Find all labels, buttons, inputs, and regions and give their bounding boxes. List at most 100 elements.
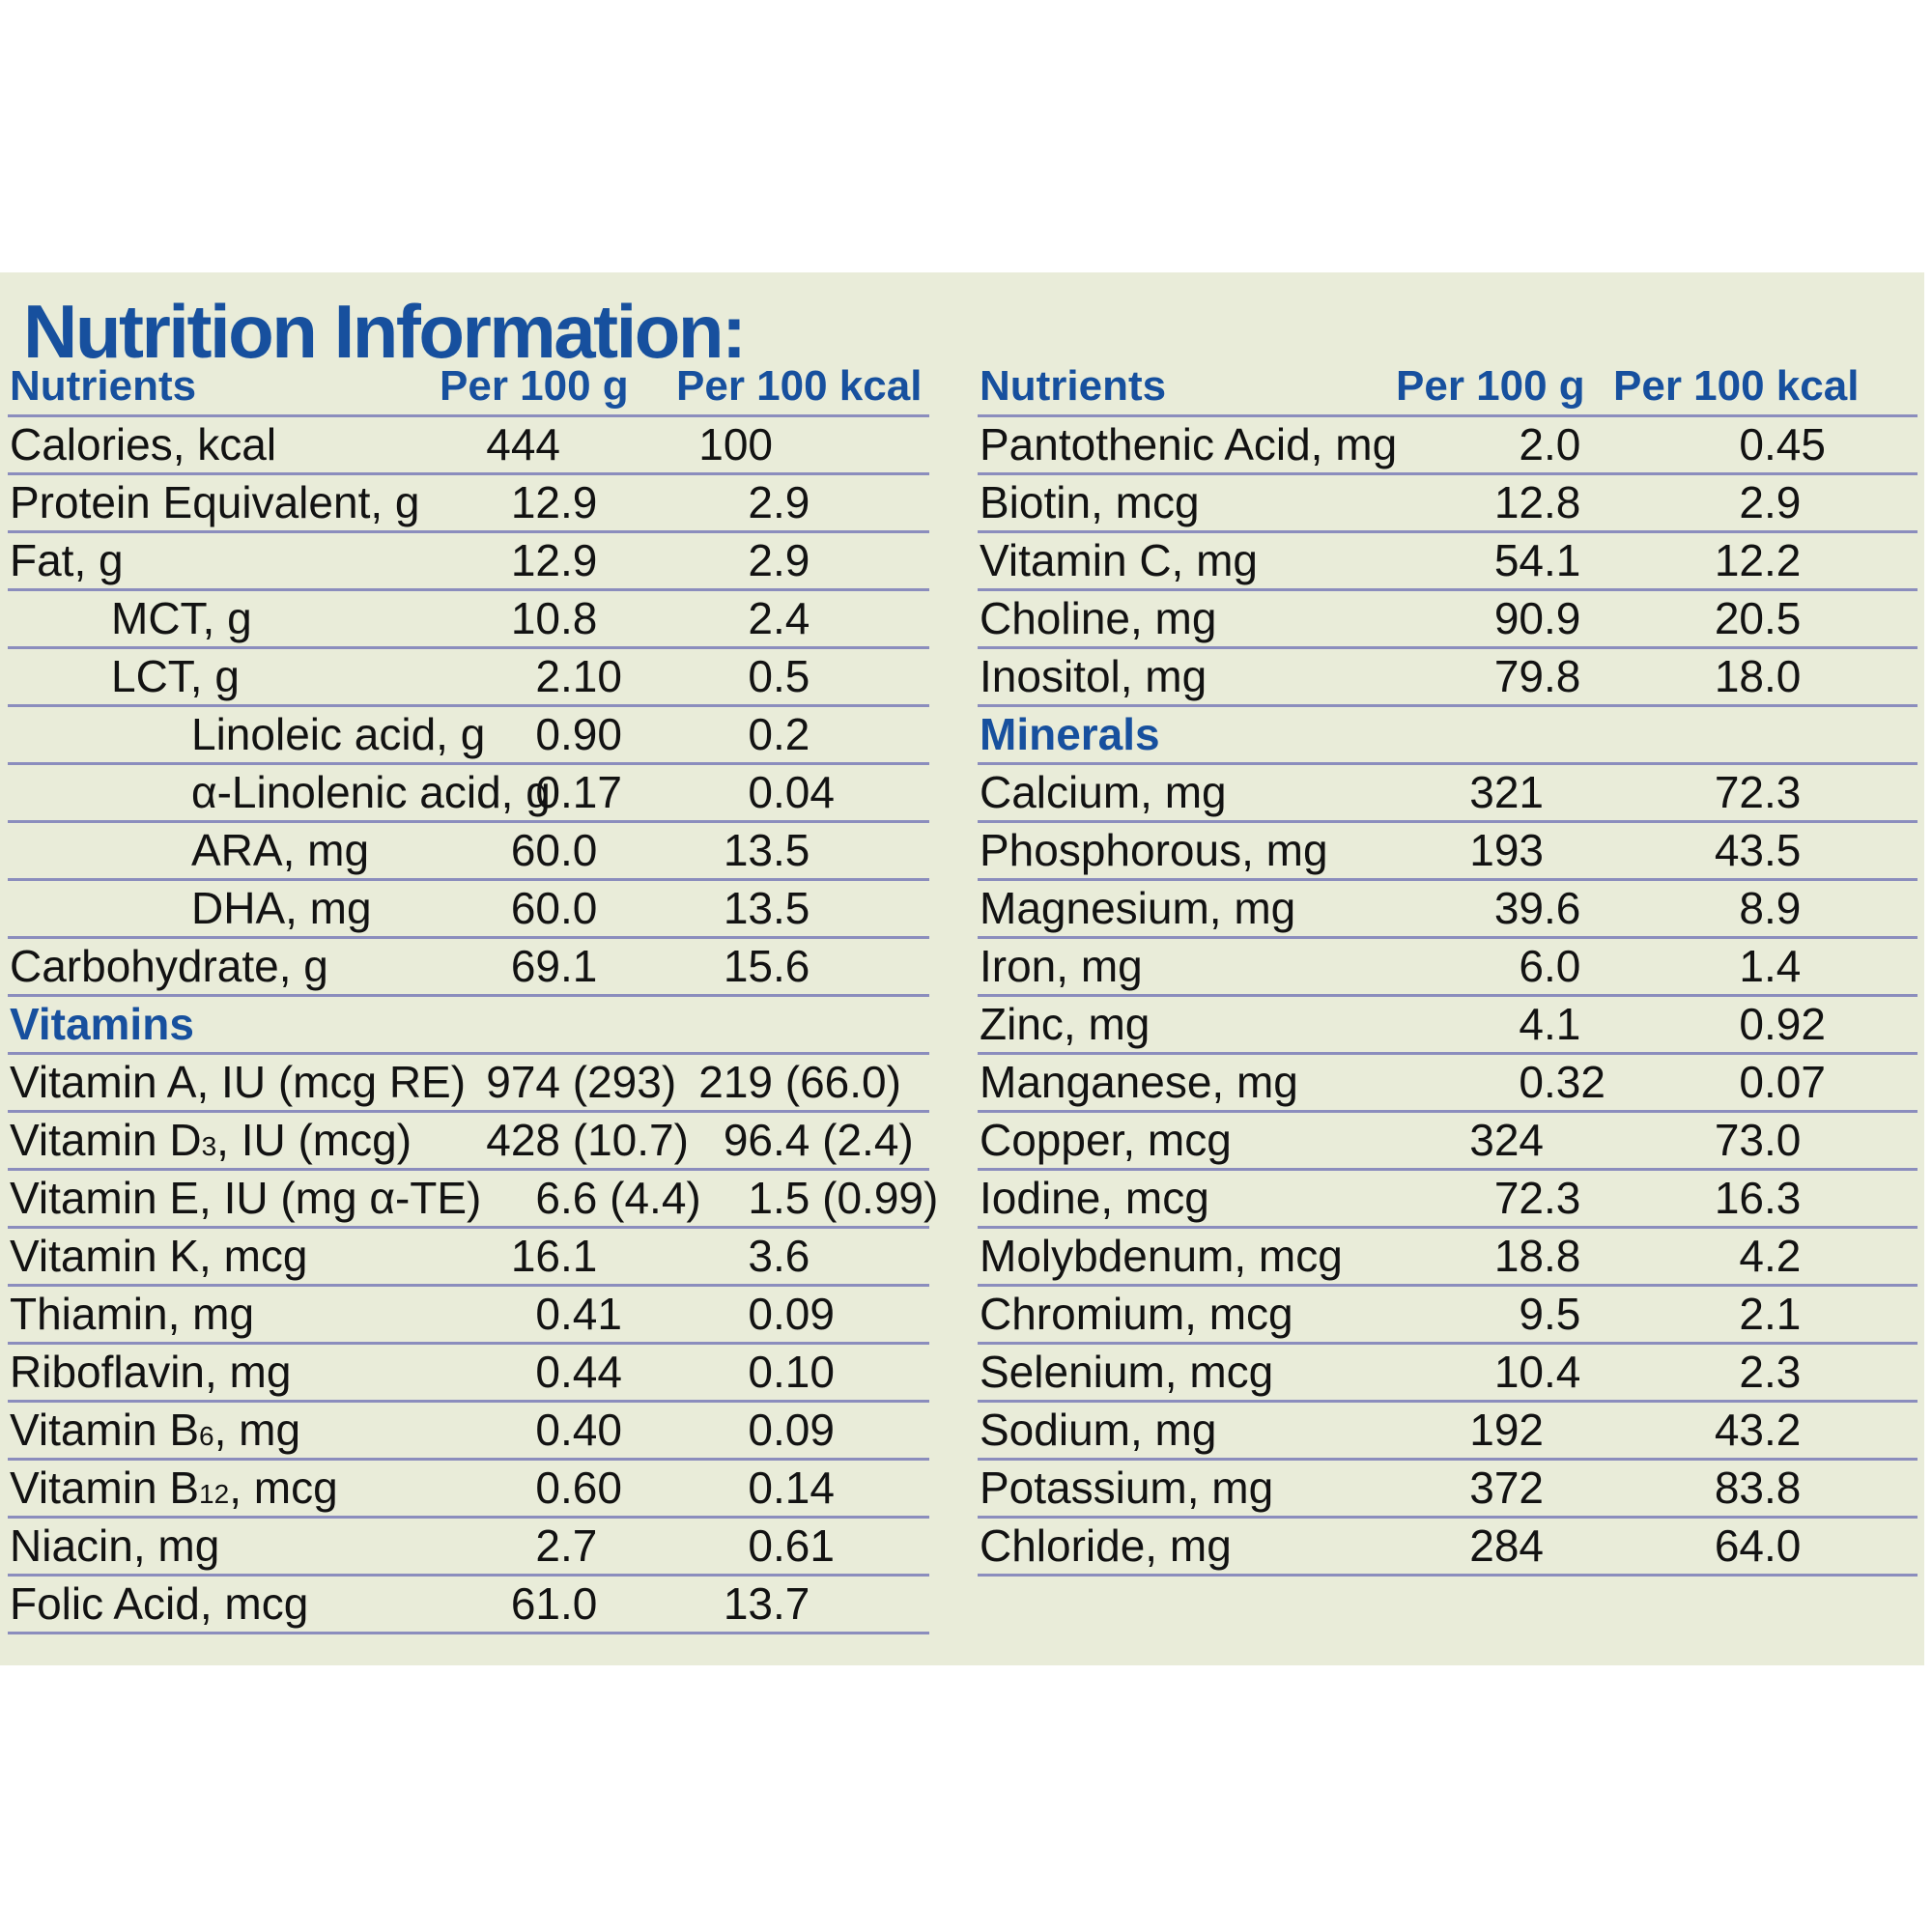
nutrient-label: Vitamin D3, IU (mcg) (10, 1115, 412, 1165)
per-100kcal-value: 2 (748, 477, 773, 527)
per-100kcal-value: 219 (698, 1057, 773, 1107)
per-100kcal-value: 0 (748, 1347, 773, 1397)
per-100kcal-value-decimals: .2 (773, 709, 810, 759)
nutrition-panel: Nutrition Information: Nutrients Per 100… (0, 272, 1924, 1665)
per-100g-value: 324 (1469, 1115, 1544, 1165)
nutrient-label: Vitamin K, mcg (10, 1231, 308, 1281)
section-header-row: Minerals (978, 707, 1918, 765)
section-header-row: Vitamins (8, 997, 929, 1055)
per-100kcal-value: 43 (1714, 1405, 1764, 1455)
per-100kcal-value-decimals: .5 (1764, 825, 1802, 875)
per-100g-value-decimals: (293) (560, 1057, 677, 1107)
nutrient-label: Pantothenic Acid, mg (980, 419, 1398, 469)
nutrient-row: MCT, g 10.8 2.4 (8, 591, 929, 649)
right-nutrition-table: Nutrients Per 100 g Per 100 kcal Pantoth… (978, 359, 1918, 1577)
per-100g-value: 4 (1519, 999, 1544, 1049)
per-100g-value-decimals: .8 (1544, 651, 1581, 701)
nutrient-row: Folic Acid, mcg 61.0 13.7 (8, 1577, 929, 1634)
per-100kcal-value-decimals: .9 (773, 535, 810, 585)
nutrient-label: Inositol, mg (980, 651, 1208, 701)
nutrient-row: Magnesium, mg 39.6 8.9 (978, 881, 1918, 939)
nutrient-label: Zinc, mg (980, 999, 1151, 1049)
per-100g-value-decimals: .10 (560, 651, 622, 701)
nutrient-row: α-Linolenic acid, g 0.17 0.04 (8, 765, 929, 823)
per-100kcal-value: 0 (748, 1520, 773, 1571)
per-100kcal-value-decimals: .6 (773, 1231, 810, 1281)
nutrient-row: ARA, mg 60.0 13.5 (8, 823, 929, 881)
nutrient-row: Vitamin B12, mcg 0.60 0.14 (8, 1461, 929, 1519)
page-title: Nutrition Information: (23, 289, 747, 374)
per-100kcal-value: 0 (748, 709, 773, 759)
per-100g-value-decimals: .40 (560, 1405, 622, 1455)
nutrient-label: Iodine, mcg (980, 1173, 1209, 1223)
per-100g-value: 2 (1519, 419, 1544, 469)
per-100kcal-value: 0 (1739, 1057, 1764, 1107)
per-100g-value: 9 (1519, 1289, 1544, 1339)
nutrient-label: Protein Equivalent, g (10, 477, 420, 527)
per-100kcal-value: 20 (1714, 593, 1764, 643)
per-100kcal-value: 73 (1714, 1115, 1764, 1165)
per-100kcal-value-decimals: .45 (1764, 419, 1826, 469)
per-100kcal-value: 83 (1714, 1463, 1764, 1513)
nutrient-label: Calcium, mg (980, 767, 1227, 817)
per-100g-value: 2 (535, 651, 560, 701)
nutrient-label: Manganese, mg (980, 1057, 1298, 1107)
per-100kcal-value-decimals: .1 (1764, 1289, 1802, 1339)
per-100kcal-value: 18 (1714, 651, 1764, 701)
per-100kcal-value-decimals: .5 (773, 883, 810, 933)
per-100g-value: 10 (1493, 1347, 1544, 1397)
per-100kcal-value-decimals: .92 (1764, 999, 1826, 1049)
nutrient-row: Biotin, mcg 12.8 2.9 (978, 475, 1918, 533)
column-header-per-100g: Per 100 g (1396, 362, 1585, 410)
column-header-nutrients: Nutrients (980, 362, 1167, 410)
per-100g-value-decimals: .9 (1544, 593, 1581, 643)
per-100kcal-value-decimals: .7 (773, 1578, 810, 1629)
per-100g-value: 428 (486, 1115, 560, 1165)
nutrient-label: Phosphorous, mg (980, 825, 1328, 875)
per-100kcal-value: 2 (1739, 477, 1764, 527)
nutrient-row: Carbohydrate, g 69.1 15.6 (8, 939, 929, 997)
per-100g-value: 61 (510, 1578, 560, 1629)
per-100kcal-value-decimals: .4 (1764, 941, 1802, 991)
per-100g-value: 192 (1469, 1405, 1544, 1455)
nutrient-label: Biotin, mcg (980, 477, 1200, 527)
per-100kcal-value-decimals: .5 (773, 651, 810, 701)
nutrient-row: Vitamin B6, mg 0.40 0.09 (8, 1403, 929, 1461)
per-100kcal-value: 4 (1739, 1231, 1764, 1281)
nutrient-row: Niacin, mg 2.7 0.61 (8, 1519, 929, 1577)
per-100g-value: 79 (1493, 651, 1544, 701)
per-100kcal-value: 100 (698, 419, 773, 469)
nutrient-row: Thiamin, mg 0.41 0.09 (8, 1287, 929, 1345)
nutrient-row: Riboflavin, mg 0.44 0.10 (8, 1345, 929, 1403)
per-100g-value: 974 (486, 1057, 560, 1107)
nutrient-label: Choline, mg (980, 593, 1217, 643)
per-100kcal-value-decimals: .2 (1764, 1405, 1802, 1455)
per-100kcal-value-decimals: .07 (1764, 1057, 1826, 1107)
per-100kcal-value: 0 (748, 1405, 773, 1455)
per-100g-value: 6 (1519, 941, 1544, 991)
nutrient-row: Vitamin C, mg 54.1 12.2 (978, 533, 1918, 591)
nutrient-label: Calories, kcal (10, 419, 277, 469)
per-100kcal-value-decimals: (66.0) (773, 1057, 901, 1107)
nutrient-row: Selenium, mcg 10.4 2.3 (978, 1345, 1918, 1403)
per-100g-value-decimals: .32 (1544, 1057, 1605, 1107)
nutrient-row: Vitamin K, mcg 16.1 3.6 (8, 1229, 929, 1287)
nutrient-label: MCT, g (111, 593, 252, 643)
per-100kcal-value-decimals: .2 (1764, 1231, 1802, 1281)
nutrient-label: Magnesium, mg (980, 883, 1296, 933)
per-100g-value: 0 (535, 1405, 560, 1455)
nutrient-label: Fat, g (10, 535, 124, 585)
per-100g-value-decimals: .3 (1544, 1173, 1581, 1223)
nutrient-row: Pantothenic Acid, mg 2.0 0.45 (978, 417, 1918, 475)
nutrient-row: LCT, g 2.10 0.5 (8, 649, 929, 707)
per-100kcal-value-decimals: .61 (773, 1520, 835, 1571)
section-title: Vitamins (10, 999, 194, 1049)
nutrient-label: DHA, mg (191, 883, 372, 933)
per-100g-value: 284 (1469, 1520, 1544, 1571)
per-100g-value: 72 (1493, 1173, 1544, 1223)
per-100kcal-value: 43 (1714, 825, 1764, 875)
per-100g-value: 372 (1469, 1463, 1544, 1513)
per-100kcal-value: 96 (723, 1115, 773, 1165)
per-100g-value: 12 (1493, 477, 1544, 527)
nutrient-label: Vitamin C, mg (980, 535, 1259, 585)
